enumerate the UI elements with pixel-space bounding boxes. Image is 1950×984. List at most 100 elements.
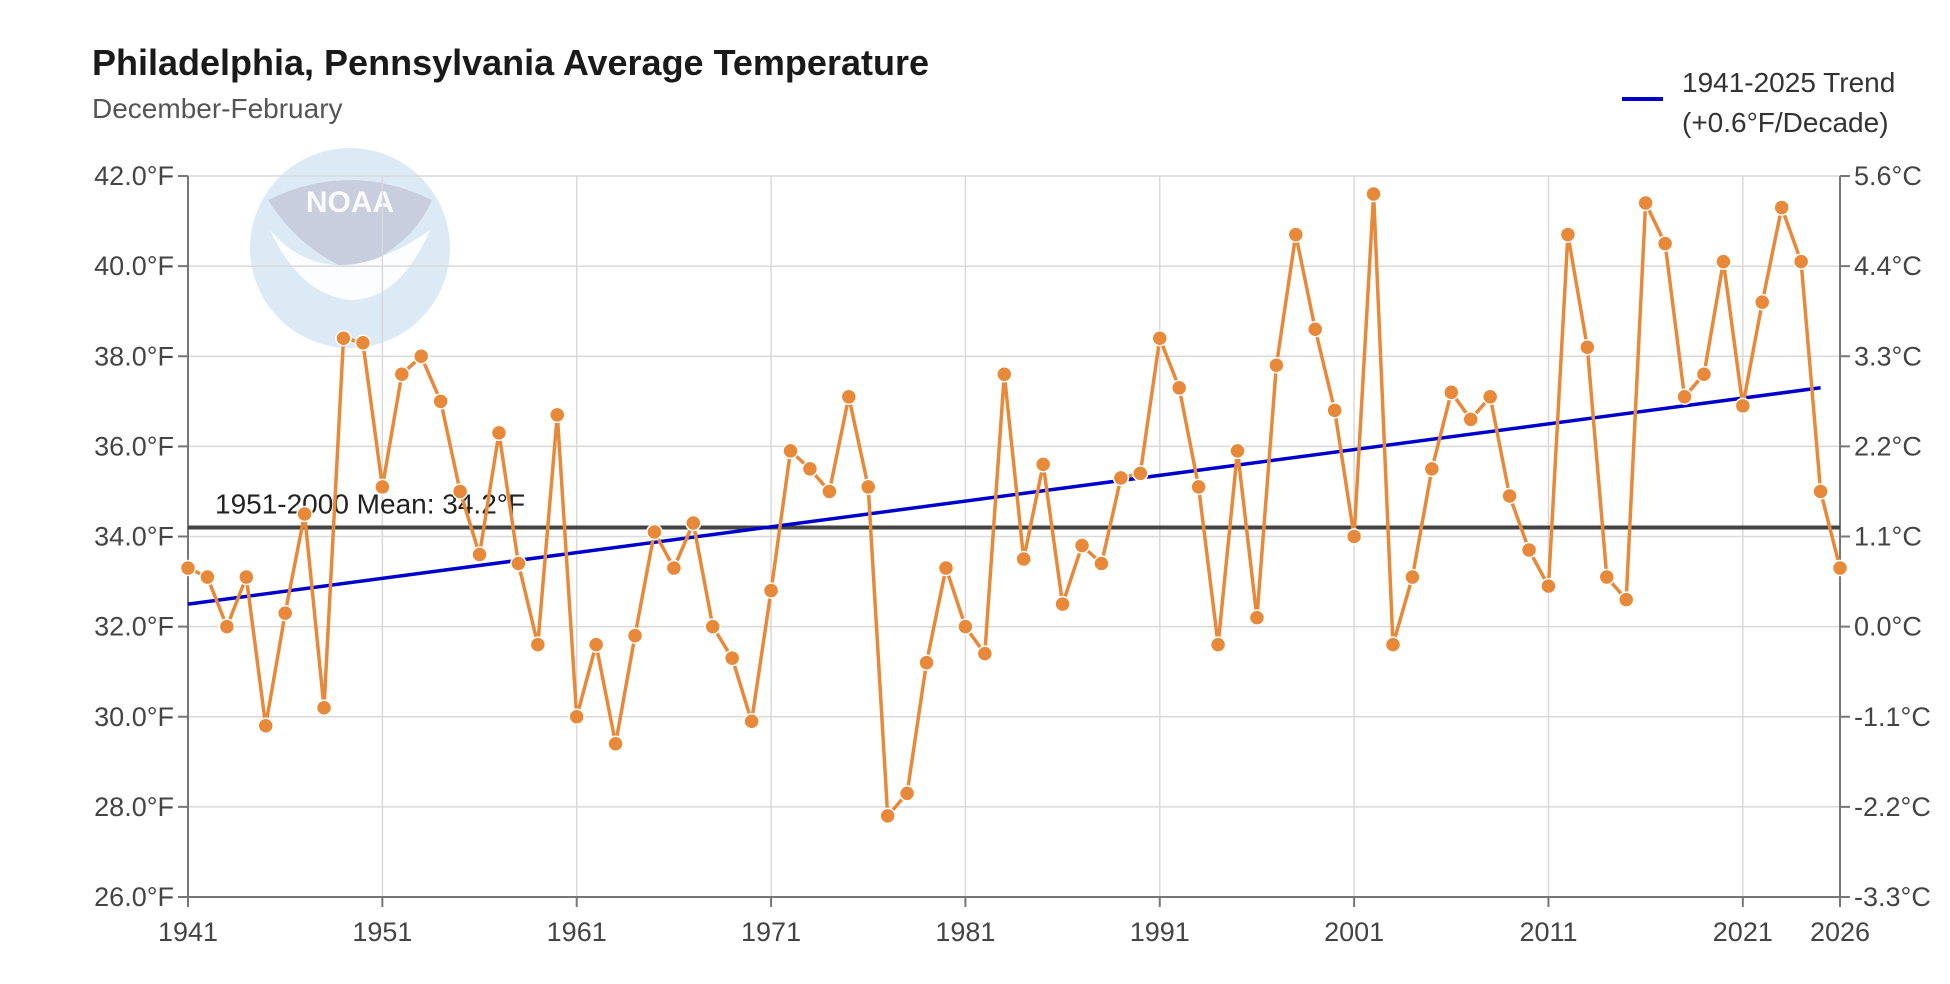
data-point[interactable] <box>374 478 391 496</box>
data-point[interactable] <box>432 393 449 410</box>
data-point[interactable] <box>1054 595 1071 613</box>
data-point[interactable] <box>568 708 585 725</box>
data-point[interactable] <box>1190 478 1207 496</box>
data-point[interactable] <box>1248 609 1266 626</box>
data-point[interactable] <box>685 514 702 532</box>
data-point[interactable] <box>1501 487 1518 505</box>
y-tick-label-right: 3.3°C <box>1854 341 1922 371</box>
data-point[interactable] <box>1637 194 1654 212</box>
data-point[interactable] <box>1715 253 1732 270</box>
data-point[interactable] <box>665 559 683 577</box>
data-point[interactable] <box>1345 528 1363 545</box>
data-point[interactable] <box>1365 185 1382 203</box>
data-point[interactable] <box>393 366 411 383</box>
data-point[interactable] <box>1229 442 1246 460</box>
data-point[interactable] <box>529 636 547 653</box>
data-point[interactable] <box>335 329 352 347</box>
data-point[interactable] <box>1754 293 1771 311</box>
data-point[interactable] <box>510 555 527 572</box>
data-point[interactable] <box>1598 568 1616 586</box>
data-point[interactable] <box>821 483 838 500</box>
data-point[interactable] <box>1287 226 1305 243</box>
data-point[interactable] <box>937 559 955 577</box>
data-point[interactable] <box>1579 338 1596 356</box>
data-point[interactable] <box>1520 541 1538 559</box>
data-point[interactable] <box>840 388 858 406</box>
data-point[interactable] <box>1695 366 1713 383</box>
data-point[interactable] <box>199 568 216 586</box>
data-point[interactable] <box>723 649 741 667</box>
data-point[interactable] <box>743 713 760 730</box>
data-point[interactable] <box>1306 320 1324 338</box>
data-point[interactable] <box>1559 226 1577 243</box>
data-point[interactable] <box>451 483 469 500</box>
data-point[interactable] <box>1112 469 1130 487</box>
data-point[interactable] <box>1384 636 1402 653</box>
data-point[interactable] <box>1015 550 1032 568</box>
data-point[interactable] <box>782 442 799 460</box>
y-tick-label-left: 36.0°F <box>94 431 174 461</box>
data-point[interactable] <box>704 618 722 635</box>
data-point[interactable] <box>918 654 935 671</box>
data-point[interactable] <box>179 559 197 577</box>
data-point[interactable] <box>1812 483 1829 500</box>
data-point[interactable] <box>276 604 294 622</box>
y-tick-label-left: 34.0°F <box>94 522 174 552</box>
data-point[interactable] <box>1617 591 1635 608</box>
data-point[interactable] <box>1268 357 1285 374</box>
y-tick-label-left: 26.0°F <box>94 882 174 912</box>
data-point[interactable] <box>957 618 974 635</box>
data-point[interactable] <box>1462 411 1479 428</box>
data-point[interactable] <box>898 785 916 802</box>
data-point[interactable] <box>1151 329 1169 347</box>
data-point[interactable] <box>549 406 566 424</box>
noaa-logo-icon: NOAA <box>250 148 450 348</box>
data-point[interactable] <box>1831 559 1849 577</box>
data-point[interactable] <box>996 366 1013 383</box>
data-point[interactable] <box>1034 456 1052 473</box>
data-point[interactable] <box>1404 568 1421 586</box>
data-point[interactable] <box>315 699 333 716</box>
data-point[interactable] <box>1326 402 1343 419</box>
data-point[interactable] <box>762 582 780 599</box>
data-point[interactable] <box>354 334 372 351</box>
data-point[interactable] <box>1481 388 1499 406</box>
data-point[interactable] <box>1676 388 1693 406</box>
data-point[interactable] <box>1792 253 1810 270</box>
mean-label: 1951-2000 Mean: 34.2°F <box>215 488 525 519</box>
data-point[interactable] <box>490 424 508 442</box>
data-point[interactable] <box>238 568 255 586</box>
data-point[interactable] <box>1656 235 1674 252</box>
data-point[interactable] <box>859 478 877 496</box>
data-point[interactable] <box>257 717 274 735</box>
data-point[interactable] <box>646 523 663 541</box>
data-point[interactable] <box>218 618 236 635</box>
data-point[interactable] <box>1773 199 1790 216</box>
data-point[interactable] <box>801 460 819 478</box>
data-point[interactable] <box>1540 577 1557 595</box>
data-point[interactable] <box>626 627 644 644</box>
data-point[interactable] <box>1423 460 1441 478</box>
y-tick-label-left: 32.0°F <box>94 612 174 642</box>
y-tick-label-right: 0.0°C <box>1854 612 1922 642</box>
data-point[interactable] <box>1132 465 1149 482</box>
data-point[interactable] <box>296 505 313 523</box>
data-point[interactable] <box>1073 537 1091 554</box>
x-tick-label: 1971 <box>741 917 801 947</box>
data-point[interactable] <box>412 348 430 365</box>
data-point[interactable] <box>1093 555 1110 572</box>
data-point[interactable] <box>1170 379 1188 397</box>
data-point[interactable] <box>471 546 488 563</box>
data-point[interactable] <box>1443 384 1460 401</box>
x-tick-label: 2001 <box>1324 917 1384 947</box>
data-point[interactable] <box>976 645 994 662</box>
data-point[interactable] <box>879 807 896 825</box>
data-point[interactable] <box>1734 397 1752 415</box>
data-point[interactable] <box>607 735 624 753</box>
data-point[interactable] <box>1209 636 1227 653</box>
data-point[interactable] <box>587 636 605 653</box>
legend[interactable]: 1941-2025 Trend (+0.6°F/Decade) <box>1622 67 1895 138</box>
x-tick-label: 1961 <box>547 917 607 947</box>
